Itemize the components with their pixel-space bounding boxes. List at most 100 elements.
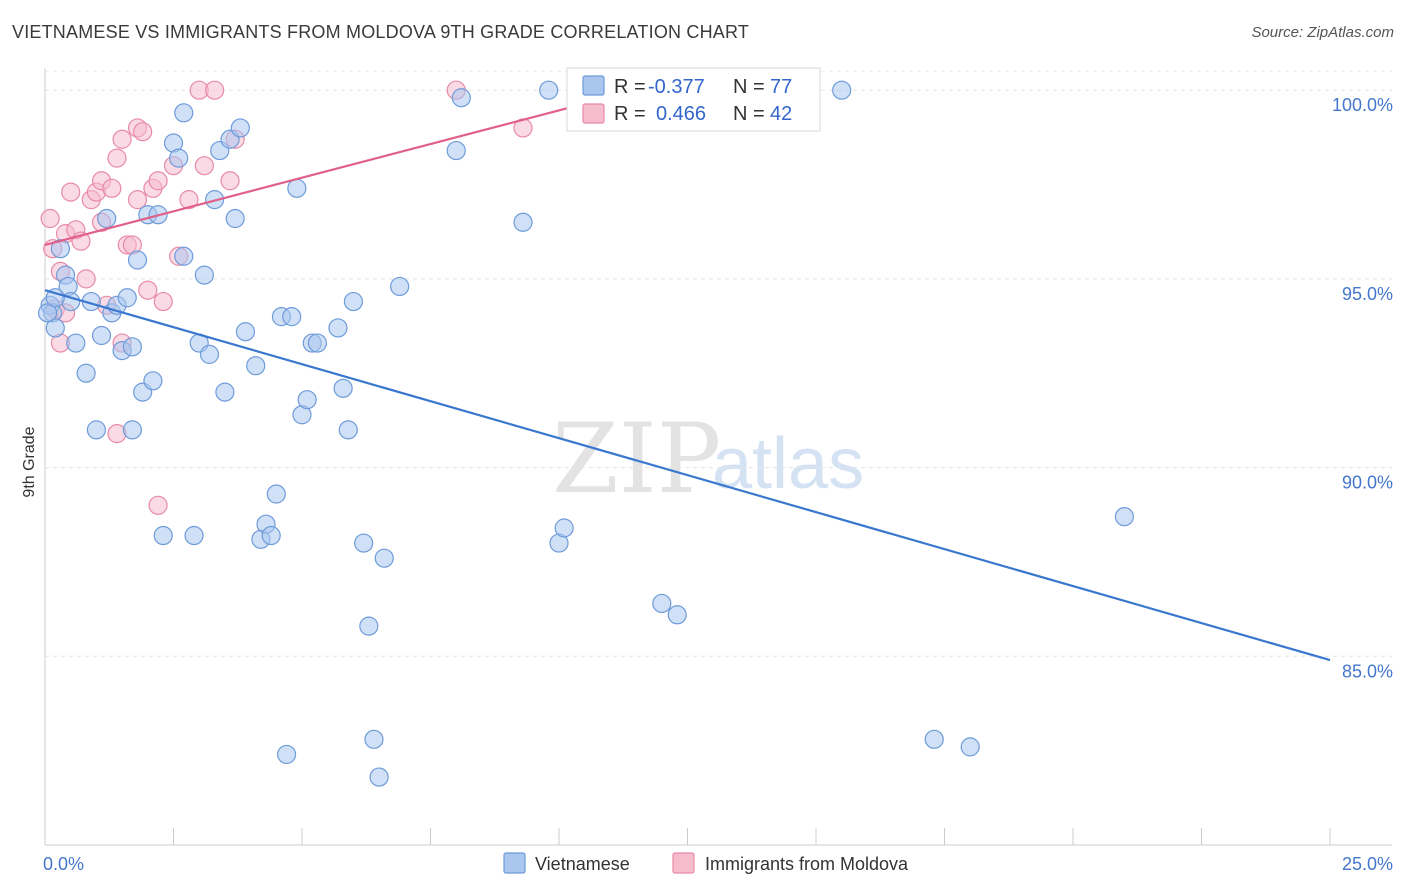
trend-lines [44,89,1331,662]
watermark-atlas: atlas [712,424,864,504]
vietnamese-point [667,605,687,625]
moldova-point [220,171,240,191]
moldova-point [153,291,173,312]
y-tick-label: 90.0% [1342,473,1393,493]
vietnamese-point [230,118,250,138]
vietnamese-point [369,767,389,787]
vietnamese-point [97,208,117,229]
vietnamese-point [117,288,137,308]
vietnamese-point [338,420,358,440]
vietnamese-point [359,616,379,636]
vietnamese-point [246,356,266,376]
moldova-point [107,148,127,168]
vietnamese-point [127,250,148,270]
moldova-point [61,182,81,202]
legend-n-value-1: 77 [770,76,792,98]
vietnamese-point [924,729,944,749]
series-swatch-moldova [672,852,695,874]
legend-r-value-2: 0.466 [656,103,706,125]
chart-title: VIETNAMESE VS IMMIGRANTS FROM MOLDOVA 9T… [12,22,750,42]
vietnamese-point [45,318,65,338]
vietnamese-point [297,390,317,410]
y-tick-label: 100.0% [1332,95,1393,115]
legend-r-label-1: R = [614,76,646,98]
vietnamese-point [169,148,189,168]
vietnamese-point [539,80,559,100]
legend-n-label-2: N = [733,103,765,125]
vietnamese-point [960,737,980,757]
y-tick-label: 95.0% [1342,284,1393,304]
moldova-point [194,156,214,176]
vietnamese-point [446,140,466,161]
vietnamese-point [76,363,96,383]
vietnamese-point [122,337,142,357]
moldova-point [76,269,96,289]
legend-swatch-vietnamese [582,75,605,96]
correlation-legend: R = -0.377 N = 77 R = 0.466 N = 42 [566,67,821,132]
vietnamese-trend-line [44,289,1331,662]
vietnamese-points [37,80,1135,787]
vietnamese-point [66,333,86,353]
vietnamese-point [50,239,71,259]
x-tick-label-min: 0.0% [43,854,84,874]
moldova-point [102,178,122,198]
vietnamese-point [652,593,672,614]
vietnamese-point [225,208,245,229]
vietnamese-point [282,307,302,327]
moldova-point [112,129,132,149]
vietnamese-point [194,265,214,285]
x-tick-labels: 0.0% 25.0% [43,854,1393,874]
moldova-point [148,495,168,515]
moldova-point [205,80,225,100]
series-label-vietnamese: Vietnamese [535,854,630,874]
vietnamese-point [174,103,194,123]
vietnamese-point [554,518,574,538]
vietnamese-point [122,420,142,440]
vietnamese-point [390,276,410,297]
vietnamese-point [143,371,163,391]
vietnamese-point [832,80,852,100]
series-legend: Vietnamese Immigrants from Moldova [503,852,909,874]
moldova-trend-line [44,89,637,246]
vietnamese-point [364,729,384,749]
moldova-point [40,208,60,229]
moldova-point [127,190,148,210]
vietnamese-point [307,333,328,353]
vietnamese-point [215,382,235,402]
moldova-point [179,190,199,210]
vietnamese-point [235,322,256,342]
vietnamese-point [354,533,374,553]
legend-r-value-1: -0.377 [648,76,705,98]
vietnamese-point [451,88,471,108]
vietnamese-point [1114,507,1135,527]
x-tick-label-max: 25.0% [1342,854,1393,874]
legend-n-label-1: N = [733,76,765,98]
watermark-zip: ZIP [552,403,721,515]
legend-swatch-moldova [582,103,605,124]
vietnamese-point [86,420,107,440]
vietnamese-point [91,325,112,346]
vietnamese-point [37,303,58,323]
vietnamese-point [174,246,194,266]
vietnamese-point [45,288,65,308]
moldova-point [148,171,168,191]
vietnamese-point [184,525,204,546]
vietnamese-point [287,178,307,198]
vietnamese-point [153,525,173,546]
vietnamese-point [343,291,363,312]
vietnamese-point [266,484,286,504]
vietnamese-point [374,548,394,568]
vietnamese-point [276,744,297,765]
series-swatch-vietnamese [503,852,526,874]
vietnamese-point [333,378,353,398]
legend-r-label-2: R = [614,103,646,125]
source-label: Source: ZipAtlas.com [1251,24,1394,41]
y-axis-label: 9th Grade [21,426,38,497]
y-tick-labels: 85.0% 90.0% 95.0% 100.0% [1332,95,1393,681]
moldova-point [133,122,153,142]
vietnamese-point [513,212,533,232]
vietnamese-point [328,318,348,338]
axes [44,68,1392,846]
moldova-point [138,280,158,300]
